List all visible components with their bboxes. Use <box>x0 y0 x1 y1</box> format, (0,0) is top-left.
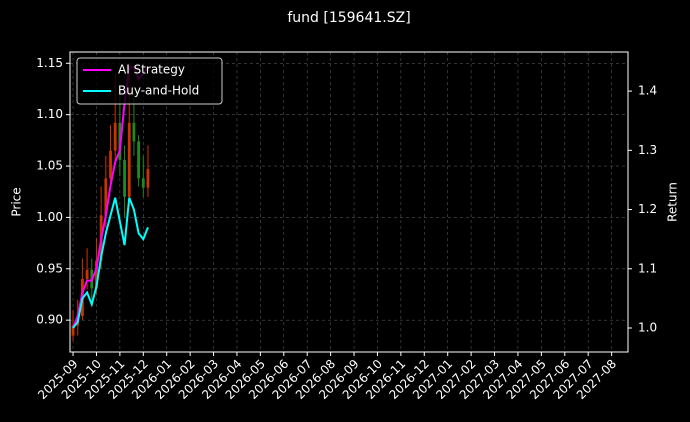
candle-body <box>104 178 108 216</box>
legend-label: Buy-and-Hold <box>118 84 199 98</box>
y2-tick-label: 1.2 <box>638 202 657 216</box>
candle-body <box>127 122 131 197</box>
series-line <box>72 197 149 329</box>
candle-body <box>137 141 141 179</box>
candle-body <box>113 122 117 151</box>
candle-body <box>71 325 75 336</box>
candle-body <box>123 159 126 197</box>
y-tick-label: 1.05 <box>36 159 63 173</box>
legend-label: AI Strategy <box>118 63 185 77</box>
y-tick-label: 0.95 <box>36 261 63 275</box>
legend-box <box>76 57 223 105</box>
candle-body <box>146 169 150 188</box>
y2-axis-label: Return <box>666 182 680 222</box>
chart-title: fund [159641.SZ] <box>287 10 410 26</box>
candle-body <box>85 269 89 280</box>
series-line <box>72 66 149 329</box>
y2-tick-label: 1.0 <box>638 321 657 335</box>
candle-body <box>95 260 98 289</box>
candle-body <box>132 122 136 142</box>
y-tick-label: 0.90 <box>36 313 63 327</box>
y2-tick-label: 1.4 <box>638 84 657 98</box>
y-tick-label: 1.10 <box>36 107 63 121</box>
y2-tick-label: 1.1 <box>638 261 657 275</box>
y-tick-label: 1.15 <box>36 56 63 70</box>
y-tick-label: 1.00 <box>36 210 63 224</box>
y-axis-label: Price <box>10 187 24 216</box>
candle-body <box>109 150 112 179</box>
plot-frame <box>69 51 629 353</box>
y2-tick-label: 1.3 <box>638 143 657 157</box>
candle-body <box>141 178 145 188</box>
